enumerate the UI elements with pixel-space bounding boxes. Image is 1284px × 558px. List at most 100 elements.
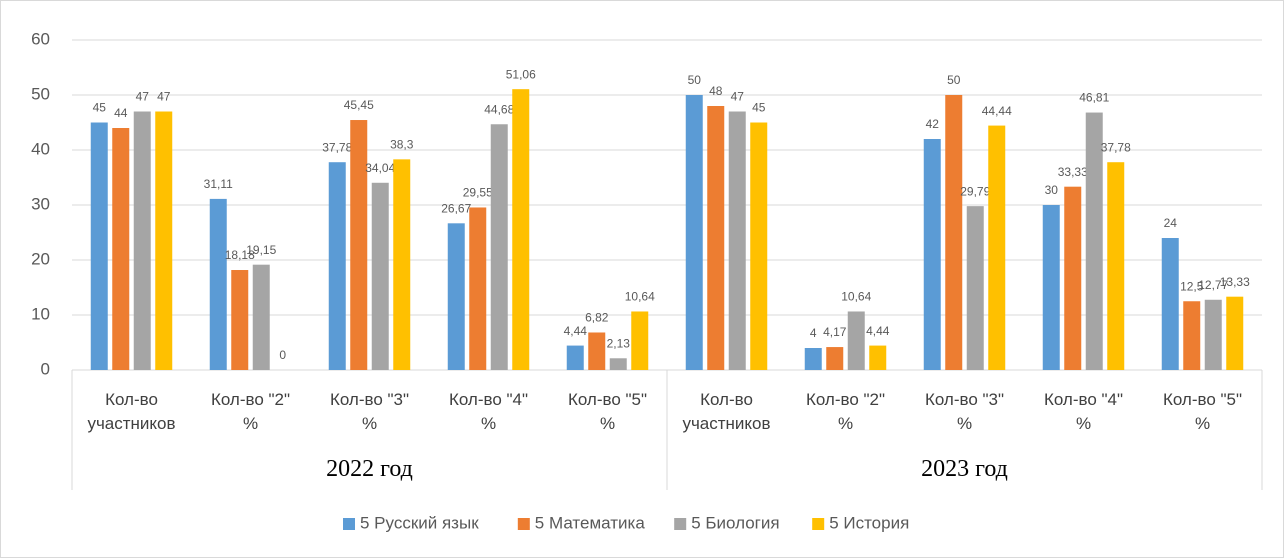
bar [90, 122, 108, 370]
bar [750, 122, 768, 370]
value-label: 38,3 [390, 138, 414, 152]
value-label: 18,18 [225, 248, 255, 262]
y-tick-label: 50 [31, 84, 50, 103]
y-tick-label: 30 [31, 194, 50, 213]
bar [685, 95, 703, 370]
x-tick-label: Кол-во "2" % [805, 390, 886, 433]
value-label: 6,82 [585, 311, 609, 325]
bar [209, 198, 227, 370]
legend-swatch [674, 518, 687, 530]
bar [490, 124, 508, 370]
x-tick-label: Кол-во "4" % [448, 390, 529, 433]
value-label: 4,44 [866, 324, 890, 338]
legend-label: 5 История [829, 513, 909, 532]
value-label: 12,5 [1180, 279, 1204, 293]
value-label: 19,15 [246, 243, 276, 257]
value-label: 33,33 [1058, 165, 1088, 179]
value-label: 0 [279, 348, 286, 362]
bar [155, 111, 173, 370]
value-label: 29,55 [463, 186, 493, 200]
bar [588, 332, 606, 370]
value-label: 44 [114, 106, 128, 120]
bar [1161, 238, 1179, 370]
bar [826, 347, 844, 370]
bar [966, 206, 984, 370]
value-label: 47 [731, 90, 745, 104]
legend-swatch [343, 518, 355, 530]
bar [869, 345, 887, 370]
value-label: 29,79 [960, 184, 990, 198]
x-tick-label: Кол-во участников [682, 390, 771, 433]
value-label: 2,13 [607, 336, 631, 350]
legend-label: 5 Математика [535, 513, 646, 532]
x-tick-label: Кол-во "4" % [1043, 390, 1124, 433]
value-label: 30 [1045, 183, 1059, 197]
bar [231, 270, 249, 370]
bar [112, 128, 130, 370]
x-tick-label: Кол-во "2" % [210, 390, 291, 433]
bar [988, 125, 1006, 370]
bar [1085, 112, 1103, 371]
y-tick-label: 20 [31, 249, 50, 268]
value-label: 24 [1164, 216, 1178, 230]
group-label: 2023 год [921, 456, 1008, 482]
group-label: 2022 год [326, 456, 413, 482]
value-label: 4,17 [823, 325, 847, 339]
x-tick-label: Кол-во "5" % [1162, 390, 1243, 433]
value-label: 37,78 [322, 140, 352, 154]
value-label: 44,44 [982, 104, 1012, 118]
bar [512, 89, 530, 371]
bar [469, 207, 487, 370]
value-label: 42 [926, 117, 940, 131]
bar [328, 162, 346, 370]
value-label: 13,33 [1220, 275, 1250, 289]
value-label: 26,67 [441, 201, 471, 215]
bar [707, 106, 725, 370]
value-label: 47 [136, 90, 150, 104]
value-label: 50 [947, 73, 961, 87]
bar [1183, 301, 1201, 370]
bar [1226, 296, 1244, 370]
x-tick-label: Кол-во участников [87, 390, 176, 433]
bar [252, 264, 270, 370]
value-label: 48 [709, 84, 723, 98]
y-tick-label: 40 [31, 139, 50, 158]
legend-label: 5 Биология [691, 513, 779, 532]
value-label: 12,77 [1198, 278, 1228, 292]
bar [133, 111, 151, 370]
value-label: 47 [157, 90, 171, 104]
bar [728, 111, 746, 370]
x-tick-label: Кол-во "3" % [924, 390, 1005, 433]
y-tick-label: 10 [31, 304, 50, 323]
value-label: 51,06 [506, 67, 536, 81]
bar [1107, 162, 1125, 370]
x-tick-label: Кол-во "5" % [567, 390, 648, 433]
value-label: 4,44 [564, 324, 588, 338]
value-label: 45 [752, 101, 766, 115]
bar [804, 348, 822, 370]
bar [609, 358, 627, 370]
legend-swatch [517, 518, 530, 530]
value-label: 34,04 [365, 161, 395, 175]
legend-label: 5 Русский язык [360, 513, 479, 532]
value-label: 45 [93, 101, 107, 115]
value-label: 10,64 [841, 290, 871, 304]
y-tick-label: 0 [41, 359, 50, 378]
bar [923, 139, 941, 370]
y-tick-label: 60 [31, 29, 50, 48]
value-label: 50 [688, 73, 702, 87]
bar [1204, 299, 1222, 370]
value-label: 45,45 [344, 98, 374, 112]
bar [1064, 186, 1082, 370]
value-label: 44,68 [484, 102, 514, 116]
legend-swatch [812, 518, 825, 530]
bar [393, 159, 411, 370]
bar [447, 223, 465, 370]
bar [566, 345, 584, 370]
bar [1042, 205, 1060, 370]
bar [631, 311, 649, 370]
value-label: 31,11 [204, 177, 233, 191]
value-label: 4 [810, 326, 817, 340]
